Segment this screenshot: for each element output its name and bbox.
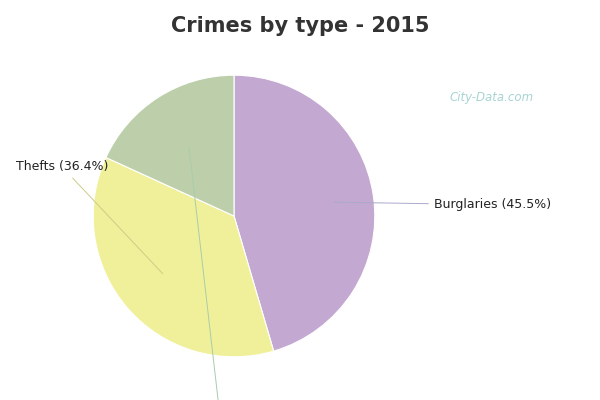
Text: Thefts (36.4%): Thefts (36.4%) xyxy=(16,160,163,274)
Wedge shape xyxy=(234,75,375,351)
Text: City-Data.com: City-Data.com xyxy=(450,91,534,104)
Wedge shape xyxy=(93,158,274,357)
Text: Assaults (18.2%): Assaults (18.2%) xyxy=(167,148,272,400)
Text: Crimes by type - 2015: Crimes by type - 2015 xyxy=(171,16,429,36)
Text: Burglaries (45.5%): Burglaries (45.5%) xyxy=(334,198,551,211)
Wedge shape xyxy=(106,75,234,216)
